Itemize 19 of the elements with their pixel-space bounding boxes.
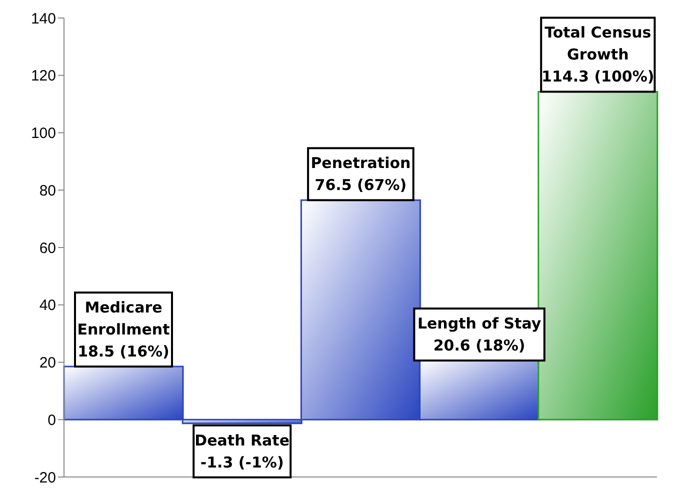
data-label: 114.3 (100%)	[542, 68, 654, 86]
data-label: 76.5 (67%)	[314, 176, 407, 194]
x-tick-label: Medicare Enrollment	[77, 298, 170, 339]
x-tick-label: Penetration	[310, 154, 411, 172]
y-tick-label: 80	[39, 182, 56, 200]
y-tick-label: 60	[39, 240, 56, 257]
x-tick-label: Length of Stay	[417, 314, 542, 333]
x-tick-label: Total Census Growth	[544, 24, 652, 64]
y-tick-label: 0	[48, 412, 56, 429]
y-tick-label: 120	[30, 68, 56, 85]
data-label: -1.3 (-1%)	[200, 453, 284, 472]
y-tick-label: 100	[30, 125, 56, 142]
y-tick-label: -20	[34, 469, 56, 486]
y-tick-label: 40	[39, 297, 56, 314]
data-label: 20.6 (18%)	[433, 336, 526, 355]
data-label: 18.5 (16%)	[78, 342, 170, 361]
y-tick-label: 20	[39, 354, 56, 372]
x-tick-label: Death Rate	[194, 431, 290, 450]
y-tick-label: 140	[30, 10, 56, 28]
